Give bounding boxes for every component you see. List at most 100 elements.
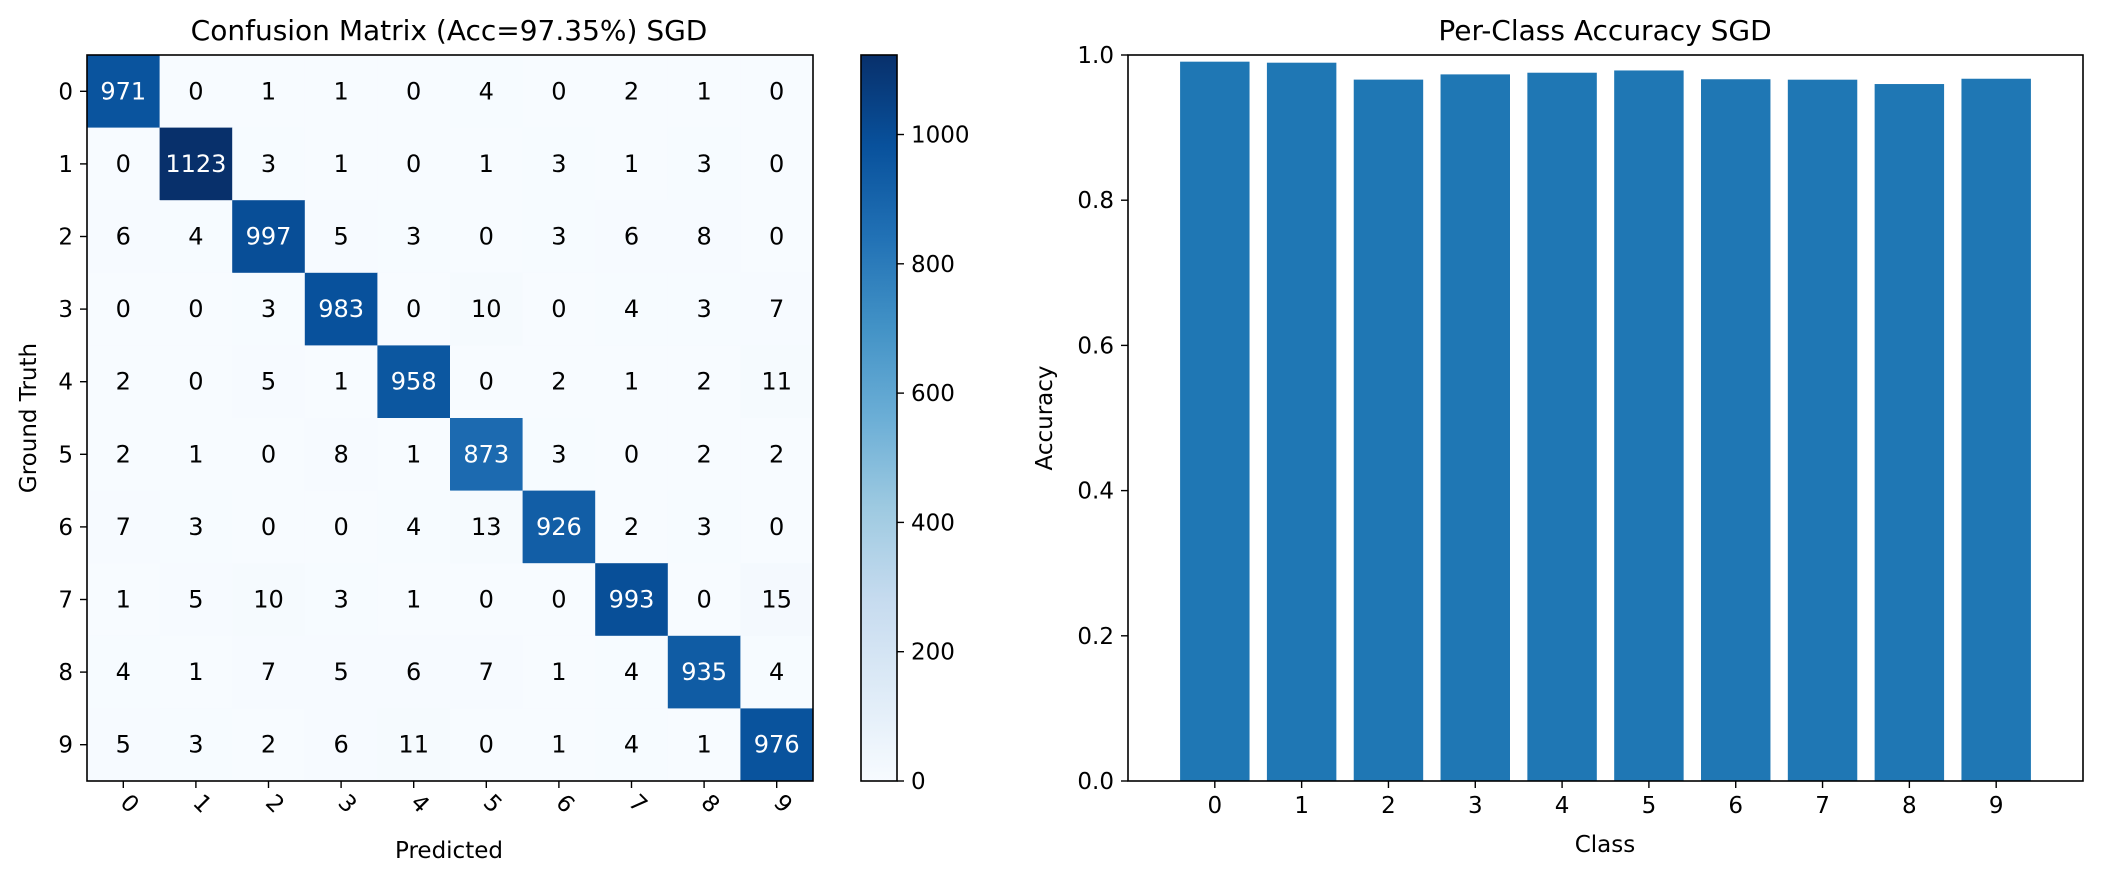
cm-cell-value: 3 xyxy=(696,150,711,178)
cm-cell xyxy=(450,635,524,709)
colorbar-tick-label: 800 xyxy=(911,252,955,278)
cm-cell xyxy=(667,708,741,782)
cm-cell-value: 6 xyxy=(116,223,131,251)
cm-cell xyxy=(304,55,378,129)
bar-x-tick-label: 2 xyxy=(1381,793,1396,819)
cm-cell-value: 0 xyxy=(624,440,639,468)
cm-cell-value: 1 xyxy=(333,150,348,178)
cm-cell xyxy=(667,635,741,709)
bar xyxy=(1961,78,2031,782)
cm-cell xyxy=(595,345,669,419)
cm-cell-value: 0 xyxy=(188,77,203,105)
cm-y-tick-label: 8 xyxy=(58,660,73,686)
cm-title: Confusion Matrix (Acc=97.35%) SGD xyxy=(191,14,708,47)
cm-cell xyxy=(740,490,814,564)
cm-cell-value: 1 xyxy=(624,368,639,396)
cm-ylabel: Ground Truth xyxy=(16,343,42,493)
cm-cell xyxy=(304,635,378,709)
cm-cell-value: 5 xyxy=(333,223,348,251)
cm-cell-value: 0 xyxy=(406,295,421,323)
bar-series xyxy=(1180,61,2031,782)
cm-cell-value: 0 xyxy=(116,150,131,178)
cm-cell xyxy=(232,418,306,492)
bar xyxy=(1874,84,1945,782)
cm-cell xyxy=(377,708,451,782)
cm-cell xyxy=(595,708,669,782)
cm-cell-value: 3 xyxy=(696,513,711,541)
cm-cell-value: 1 xyxy=(624,150,639,178)
cm-frame xyxy=(86,54,814,782)
cm-x-tick-label: 6 xyxy=(550,790,579,819)
cm-cell xyxy=(667,200,741,274)
cm-cell-value: 2 xyxy=(551,368,566,396)
cm-cell-value: 0 xyxy=(551,295,566,323)
cm-cell xyxy=(304,490,378,564)
cm-cell xyxy=(522,708,596,782)
cm-cell xyxy=(595,127,669,201)
cm-cell-value: 3 xyxy=(551,223,566,251)
cm-cell-value: 11 xyxy=(761,368,792,396)
cm-cell xyxy=(450,708,524,782)
cm-cell xyxy=(522,55,596,129)
cm-cell xyxy=(522,635,596,709)
cm-cell xyxy=(450,200,524,274)
cm-cell xyxy=(87,418,161,492)
cm-cell xyxy=(740,635,814,709)
cm-cell-value: 3 xyxy=(551,440,566,468)
cm-cell xyxy=(232,490,306,564)
cm-cell-value: 873 xyxy=(463,440,509,468)
colorbar-gradient xyxy=(860,54,898,782)
bar-y-tick-label: 0.6 xyxy=(1077,333,1114,359)
cm-cell-value: 11 xyxy=(398,731,429,759)
cm-cell-value: 4 xyxy=(188,223,203,251)
accuracy-bar-panel: Per-Class Accuracy SGD 0 1 2 3 4 5 6 7 8 9 0.0 0.2… xyxy=(1032,14,2084,858)
cm-cell xyxy=(595,418,669,492)
cm-cell xyxy=(667,345,741,419)
cm-y-ticks: 0 1 2 3 4 5 6 7 8 9 xyxy=(58,79,87,759)
cm-cell-value: 4 xyxy=(624,295,639,323)
cm-cell-value: 4 xyxy=(116,658,131,686)
cm-cell-value: 3 xyxy=(261,150,276,178)
cm-cells: 971 0 1 1 0 4 0 2 1 00 1123 3 1 0 1 3 1 3 06 4 997 5 3 0 3 6 8 00 0 3… xyxy=(87,55,814,782)
cm-cell-value: 8 xyxy=(696,223,711,251)
cm-cell-value: 15 xyxy=(761,586,792,614)
cm-cell-value: 7 xyxy=(479,658,494,686)
cm-cell xyxy=(377,345,451,419)
cm-cell xyxy=(740,200,814,274)
bar-xlabel: Class xyxy=(1575,832,1636,858)
bar-y-tick-label: 1.0 xyxy=(1077,43,1114,69)
cm-x-tick-label: 7 xyxy=(623,790,652,819)
cm-cell-value: 0 xyxy=(479,731,494,759)
cm-cell-value: 993 xyxy=(609,586,655,614)
bar xyxy=(1180,61,1250,781)
cm-cell xyxy=(304,563,378,637)
cm-cell-value: 983 xyxy=(318,295,364,323)
cm-cell-value: 0 xyxy=(769,513,784,541)
cm-x-tick-label: 2 xyxy=(260,790,289,819)
cm-cell xyxy=(377,418,451,492)
cm-cell xyxy=(595,563,669,637)
cm-cell-value: 7 xyxy=(116,513,131,541)
cm-cell xyxy=(595,635,669,709)
cm-cell-value: 958 xyxy=(391,368,437,396)
cm-cell xyxy=(522,418,596,492)
cm-cell xyxy=(522,272,596,346)
cm-cell-value: 976 xyxy=(754,731,800,759)
cm-cell-value: 4 xyxy=(769,658,784,686)
colorbar-tick-label: 200 xyxy=(911,640,955,666)
cm-x-tick-label: 9 xyxy=(768,790,797,819)
bar-x-ticks: 0 1 2 3 4 5 6 7 8 9 xyxy=(1207,781,2004,819)
cm-cell-value: 0 xyxy=(769,77,784,105)
cm-cell xyxy=(159,345,233,419)
cm-cell-value: 2 xyxy=(116,368,131,396)
confusion-matrix-panel: Confusion Matrix (Acc=97.35%) SGD 971 0 1 1… xyxy=(16,14,814,864)
cm-cell-value: 5 xyxy=(261,368,276,396)
cm-cell xyxy=(740,55,814,129)
colorbar-tick-label: 600 xyxy=(911,381,955,407)
cm-cell-value: 1 xyxy=(333,77,348,105)
cm-cell-value: 2 xyxy=(261,731,276,759)
cm-cell-value: 3 xyxy=(696,295,711,323)
cm-cell xyxy=(450,345,524,419)
cm-cell xyxy=(522,563,596,637)
colorbar-tick-label: 0 xyxy=(911,769,926,795)
